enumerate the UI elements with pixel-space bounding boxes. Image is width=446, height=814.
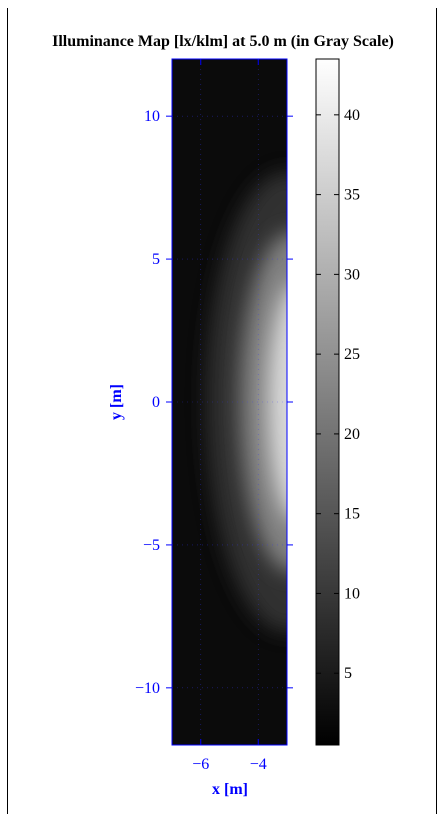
grid-lines xyxy=(172,59,287,745)
figure-frame xyxy=(7,8,437,814)
colorbar-tick-label: 35 xyxy=(344,187,360,204)
x-tick-label: −4 xyxy=(250,756,267,773)
colorbar-tick-label: 10 xyxy=(344,585,360,602)
y-tick-label: −5 xyxy=(143,537,160,554)
colorbar: 40 35 30 25 20 15 10 5 xyxy=(315,58,360,746)
y-tick-label: 0 xyxy=(152,394,160,411)
chart-title: Illuminance Map [lx/klm] at 5.0 m (in Gr… xyxy=(52,33,394,50)
colorbar-ticks: 40 35 30 25 20 15 10 5 xyxy=(316,107,360,682)
y-axis: 10 5 0 −5 −10 xyxy=(135,108,293,697)
y-tick-label: −10 xyxy=(135,680,160,697)
y-tick-label: 5 xyxy=(152,251,160,268)
x-axis-label: x [m] xyxy=(212,781,248,798)
x-axis: −6 −4 xyxy=(192,59,267,773)
colorbar-tick-label: 30 xyxy=(344,266,360,283)
colorbar-tick-label: 15 xyxy=(344,506,360,523)
y-axis-label: y [m] xyxy=(108,384,125,420)
colorbar-tick-label: 20 xyxy=(344,426,360,443)
colorbar-gradient xyxy=(315,58,340,746)
colorbar-tick-label: 5 xyxy=(344,665,352,682)
x-tick-label: −6 xyxy=(192,756,209,773)
colorbar-tick-label: 40 xyxy=(344,107,360,124)
colorbar-tick-label: 25 xyxy=(344,346,360,363)
y-tick-label: 10 xyxy=(144,108,160,125)
